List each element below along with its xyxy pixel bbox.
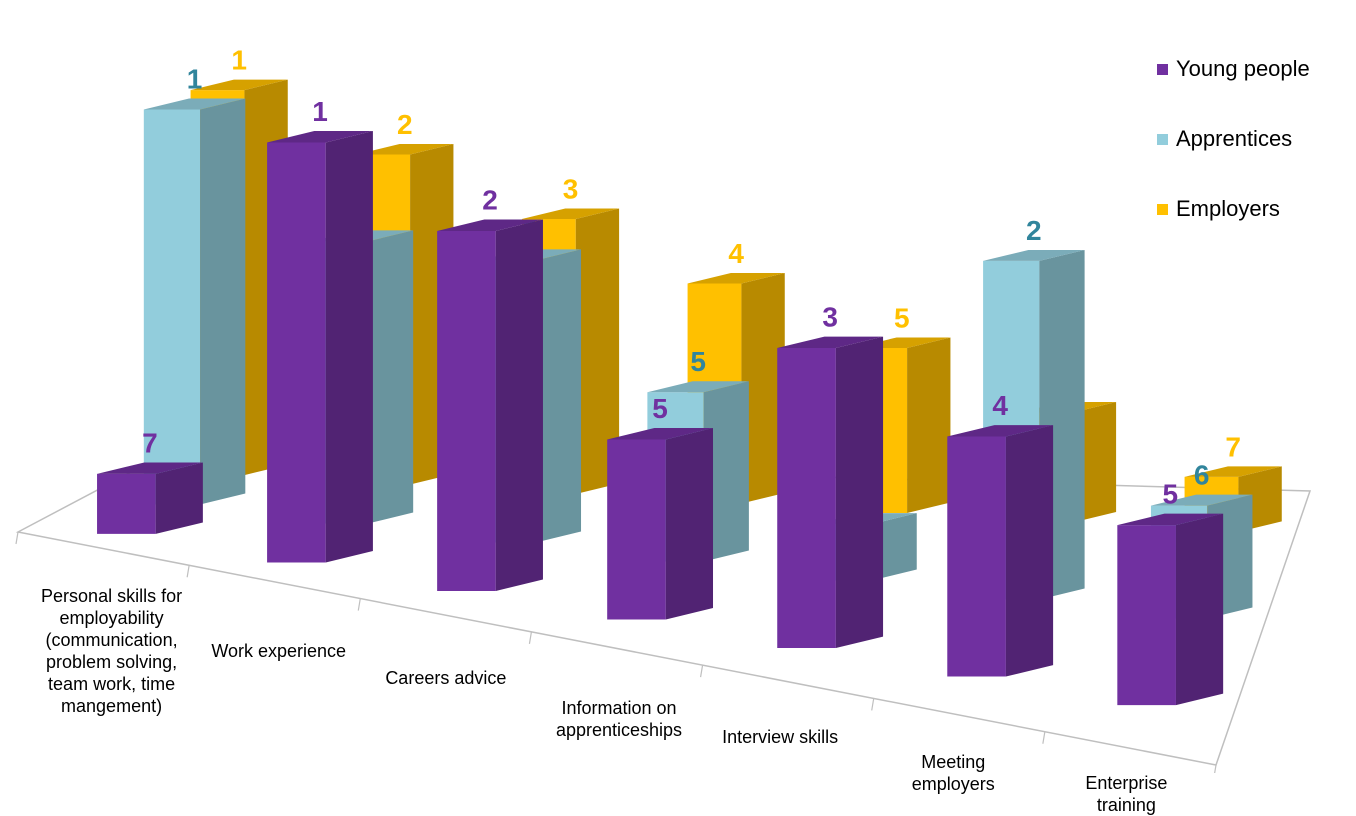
- data-label-employers-1: 1: [231, 45, 247, 76]
- bar-side-face: [1005, 425, 1054, 677]
- bar-young-people-7: [1117, 513, 1224, 706]
- bar-top-face: [947, 425, 1054, 437]
- x-tick-label: Information on apprenticeships: [555, 697, 683, 740]
- data-label-young-people-6: 4: [992, 390, 1008, 421]
- legend-item-employers: Employers: [1157, 195, 1347, 265]
- bar-top-face: [267, 131, 373, 143]
- data-label-employers-2: 2: [397, 109, 413, 140]
- bar-side-face: [495, 219, 543, 591]
- bar-young-people-3: [437, 219, 543, 591]
- bar-top-face: [1150, 494, 1253, 506]
- x-axis-tick: [871, 698, 875, 711]
- legend-label: Young people: [1176, 56, 1310, 81]
- chart-area: 123456713357267125345 Personal skills fo…: [15, 45, 1347, 815]
- legend-label: Employers: [1176, 196, 1280, 221]
- legend-swatch: [1157, 134, 1168, 145]
- bar-top-face: [607, 428, 714, 440]
- bar-top-face: [1184, 466, 1282, 477]
- data-label-young-people-2: 1: [312, 96, 328, 127]
- bar-front-face: [607, 439, 666, 620]
- data-label-employers-7: 7: [1225, 431, 1241, 462]
- bar-side-face: [835, 336, 884, 649]
- data-label-apprentices-6: 2: [1026, 215, 1042, 246]
- data-label-young-people-5: 3: [822, 302, 838, 333]
- bar-side-face: [367, 230, 414, 524]
- bar-front-face: [97, 473, 156, 534]
- bar-front-face: [777, 348, 836, 649]
- bar-top-face: [97, 462, 203, 474]
- bar-young-people-6: [947, 425, 1054, 677]
- bar-side-face: [575, 208, 620, 495]
- bar-young-people-5: [777, 336, 884, 649]
- legend-swatch: [1157, 204, 1168, 215]
- bar-side-face: [325, 131, 373, 563]
- data-label-employers-3: 3: [563, 174, 579, 205]
- bar-side-face: [1175, 513, 1224, 706]
- x-tick-label: Enterprise training: [1085, 773, 1168, 816]
- x-axis-tick: [528, 631, 533, 644]
- x-tick-label: Interview skills: [722, 726, 839, 747]
- x-axis-tick: [699, 665, 704, 678]
- x-tick-label: Personal skills for employability (commu…: [41, 585, 183, 716]
- bar-top-face: [356, 144, 454, 155]
- x-tick-label: Meeting employers: [911, 752, 995, 795]
- bar-top-face: [983, 249, 1085, 261]
- bar-front-face: [1117, 525, 1176, 706]
- bar-top-face: [777, 336, 884, 349]
- x-tick-label: Work experience: [211, 640, 347, 661]
- bar-top-face: [687, 272, 785, 284]
- bar-young-people-4: [607, 428, 714, 620]
- bar-side-face: [200, 98, 246, 505]
- legend-item-apprentices: Apprentices: [1157, 125, 1347, 195]
- bar-side-face: [907, 337, 951, 513]
- bar-apprentices-1: [143, 98, 246, 505]
- data-label-apprentices-4: 5: [690, 346, 706, 377]
- legend-label: Apprentices: [1176, 126, 1293, 151]
- bar-top-face: [437, 219, 543, 231]
- bar-top-face: [190, 79, 288, 91]
- bar-side-face: [155, 462, 203, 534]
- data-label-employers-5: 5: [894, 302, 910, 333]
- x-axis-tick: [1042, 731, 1046, 744]
- bar-top-face: [1117, 513, 1224, 526]
- x-axis-tick: [15, 531, 19, 545]
- bar-side-face: [703, 381, 749, 562]
- bar-side-face: [535, 249, 582, 543]
- bar-top-face: [647, 381, 749, 393]
- bar-young-people-2: [267, 131, 373, 563]
- legend-item-young-people: Young people: [1157, 55, 1347, 125]
- data-label-young-people-3: 2: [482, 185, 498, 216]
- data-label-young-people-1: 7: [142, 427, 158, 458]
- bar-front-face: [437, 230, 496, 591]
- data-label-apprentices-7: 6: [1194, 460, 1210, 491]
- bar-top-face: [521, 208, 620, 220]
- data-label-apprentices-1: 1: [187, 64, 203, 95]
- chart-plot: 123456713357267125345: [15, 45, 1312, 778]
- bar-front-face: [267, 142, 326, 563]
- data-label-young-people-7: 5: [1162, 479, 1178, 510]
- bar-side-face: [665, 428, 714, 620]
- bar-young-people-1: [97, 462, 203, 534]
- x-axis-tick: [357, 598, 361, 611]
- data-label-young-people-4: 5: [652, 393, 668, 424]
- bar-side-face: [741, 272, 785, 504]
- bar-front-face: [947, 436, 1006, 677]
- x-tick-label: Careers advice: [385, 668, 507, 689]
- legend-swatch: [1157, 64, 1168, 75]
- bar-top-face: [143, 98, 246, 110]
- x-axis-tick: [186, 565, 190, 578]
- chart-legend: Young people Apprentices Employers: [1157, 55, 1347, 265]
- data-label-employers-4: 4: [728, 238, 744, 269]
- bar-front-face: [143, 109, 201, 505]
